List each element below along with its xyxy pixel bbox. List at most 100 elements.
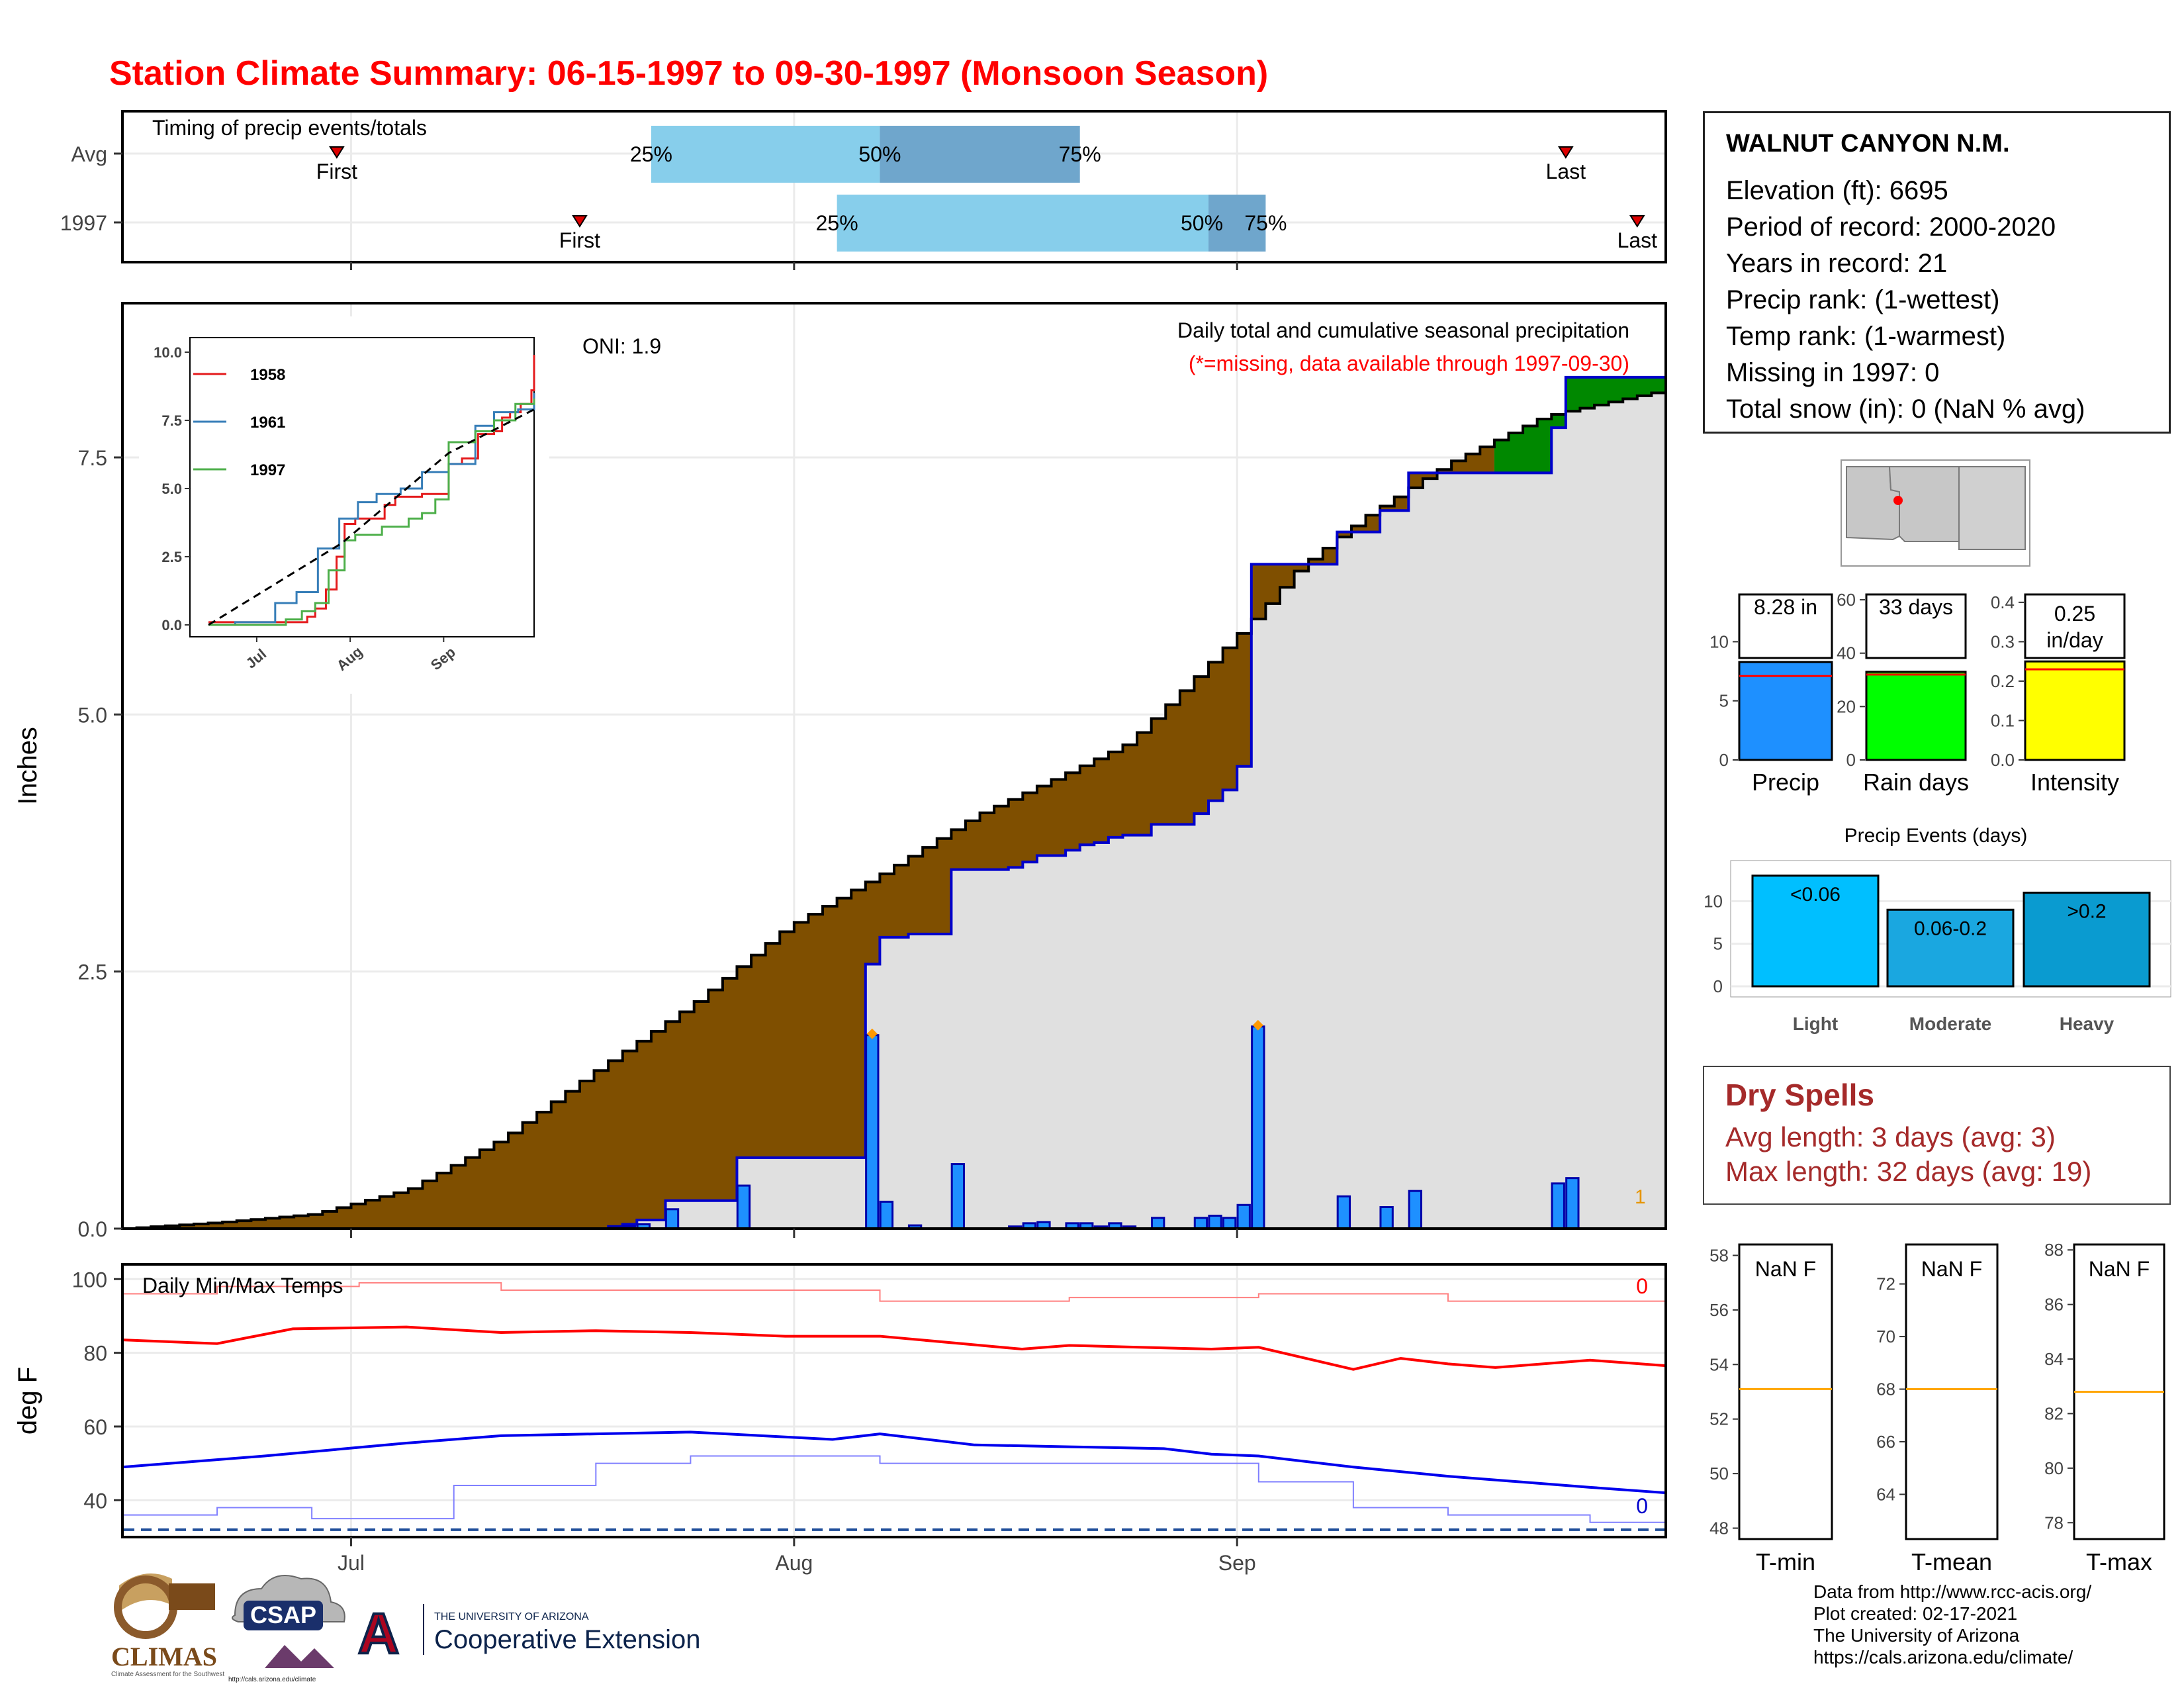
timing-iqr-high (1208, 195, 1266, 252)
inset-ytick-label: 5.0 (161, 481, 182, 497)
timing-last-marker (1629, 215, 1645, 228)
timing-quantile-label: 25% (816, 211, 858, 235)
precip-ytick-label: 5.0 (78, 703, 107, 727)
inset-average-line (208, 408, 535, 626)
location-map (1841, 459, 2030, 567)
summary-category-label: Intensity (2030, 769, 2119, 796)
daily-precip-bar (1408, 1190, 1423, 1230)
temp-box-ytick-label: 66 (1876, 1432, 1895, 1452)
max-temp-count: 0 (1636, 1274, 1648, 1298)
summary-category-label: Rain days (1863, 769, 1969, 796)
daily-precip-bar (1208, 1215, 1222, 1230)
events-bar-label: 0.06-0.2 (1914, 917, 1987, 939)
missing-data-note: (*=missing, data available through 1997-… (1189, 352, 1629, 375)
summary-ytick-label: 0.1 (1991, 710, 2015, 730)
timing-row-label-avg: Avg (71, 142, 107, 166)
max-precip-marker (866, 1028, 878, 1039)
daily-precip-bar (1551, 1182, 1565, 1230)
daily-precip-bar (1251, 1025, 1265, 1230)
temp-box-ytick-label: 80 (2044, 1458, 2064, 1478)
summary-ytick-label: 0 (1846, 750, 1856, 770)
corner-count: 1 (1635, 1186, 1646, 1208)
precip-panel: 0.0 2.5 5.0 7.5 Inches Daily total and cumu… (13, 302, 1667, 1241)
station-info-panel: WALNUT CANYON N.M. Elevation (ft): 6695 … (1703, 111, 2171, 434)
timing-last-label: Last (1546, 160, 1586, 183)
precip-caption: Daily total and cumulative seasonal prec… (1177, 318, 1629, 342)
temp-ytick-label: 80 (83, 1342, 107, 1366)
inset-frame (189, 337, 535, 637)
events-bar (1886, 908, 2015, 988)
csap-url: http://cals.arizona.edu/climate (228, 1676, 316, 1683)
credits-footer: Data from http://www.rcc-acis.org/ Plot … (1813, 1581, 2091, 1668)
summary-ytick-label: 5 (1719, 691, 1729, 711)
daily-precip-bar (1379, 1206, 1394, 1230)
summary-ytick-label: 20 (1837, 696, 1856, 716)
temp-box-ytick-label: 78 (2044, 1513, 2064, 1532)
inset-legend-label: 1961 (250, 414, 285, 432)
temp-box-ytick-label: 68 (1876, 1380, 1895, 1399)
inset-ytick-label: 7.5 (161, 412, 182, 429)
timing-iqr-low (651, 126, 880, 183)
summary-ytick-label: 0.2 (1991, 671, 2015, 691)
station-temp-rank: Temp rank: (1-warmest) (1726, 322, 2006, 351)
ua-cooperative-extension: Cooperative Extension (434, 1625, 700, 1654)
timing-first-label: First (316, 160, 357, 183)
events-bar-label: >0.2 (2067, 901, 2106, 923)
station-missing: Missing in 1997: 0 (1726, 358, 1940, 387)
timing-quantile-label: 75% (1244, 211, 1287, 235)
min-temp-count: 0 (1636, 1494, 1648, 1518)
temp-ytick-label: 100 (72, 1268, 107, 1291)
temp-box-ytick-label: 72 (1876, 1274, 1895, 1294)
dry-spells-panel: Dry Spells Avg length: 3 days (avg: 3) M… (1703, 1066, 2171, 1205)
temp-box-value-label: NaN F (2089, 1257, 2150, 1281)
timing-quantile-label: 25% (630, 142, 672, 166)
daily-precip-bar (1236, 1203, 1251, 1230)
min-temp-line (122, 1430, 1666, 1495)
ua-small-text: THE UNIVERSITY OF ARIZONA (434, 1611, 589, 1622)
temp-box-category-label: T-min (1756, 1548, 1815, 1575)
credit-plot-date: Plot created: 02-17-2021 (1813, 1603, 2018, 1624)
climas-logo: CLIMAS Climate Assessment for the Southw… (111, 1573, 224, 1678)
temp-box-value-label: NaN F (1755, 1257, 1816, 1281)
temp-box-ytick-label: 48 (1709, 1519, 1729, 1538)
inset-legend-label: 1958 (250, 366, 285, 384)
timing-iqr-high (880, 126, 1080, 183)
record-min-temp-line (122, 1455, 1666, 1530)
credit-url: https://cals.arizona.edu/climate/ (1813, 1647, 2073, 1667)
page-title: Station Climate Summary: 06-15-1997 to 0… (109, 54, 1268, 93)
ua-logo: A THE UNIVERSITY OF ARIZONA Cooperative … (357, 1601, 701, 1667)
timing-first-marker (329, 146, 345, 159)
station-elevation: Elevation (ft): 6695 (1726, 176, 1948, 205)
events-category-label: Moderate (1909, 1013, 1991, 1034)
temp-ylabel: deg F (13, 1367, 42, 1434)
summary-ytick-label: 0.3 (1991, 632, 2015, 651)
inset-ytick-label: 10.0 (154, 344, 182, 361)
timing-first-label: First (559, 228, 600, 252)
region-state-shape (1958, 466, 2026, 550)
climas-wordmark: CLIMAS (111, 1642, 217, 1671)
temp-box-category-label: T-max (2086, 1548, 2152, 1575)
inset-legend-label: 1997 (250, 461, 285, 479)
summary-value-label: 0.25 (2054, 602, 2095, 626)
events-bar-label: <0.06 (1790, 884, 1841, 906)
inset-ytick-label: 0.0 (161, 617, 182, 633)
daily-precip-bar (1565, 1177, 1580, 1230)
precip-deficit-area (122, 440, 1494, 1229)
timing-last-label: Last (1617, 228, 1658, 252)
temp-ytick-label: 60 (83, 1415, 107, 1439)
temp-box-value-label: NaN F (1921, 1257, 1982, 1281)
temp-box-ytick-label: 52 (1709, 1409, 1729, 1429)
oni-label: ONI: 1.9 (582, 334, 661, 358)
summary-category-label: Precip (1752, 769, 1819, 796)
temp-xtick-label: Sep (1218, 1551, 1256, 1575)
climas-subtitle: Climate Assessment for the Southwest (111, 1671, 224, 1678)
temp-xtick-label: Jul (338, 1551, 365, 1575)
inset-series-line (208, 399, 535, 626)
temp-ytick-label: 40 (83, 1489, 107, 1513)
precip-ytick-label: 0.0 (78, 1217, 107, 1241)
csap-logo: CSAP http://cals.arizona.edu/climate (228, 1575, 345, 1683)
summary-bar-2 (2024, 660, 2126, 761)
summary-value-unit: in/day (2046, 628, 2103, 652)
daily-precip-bar (950, 1163, 966, 1230)
inset-ytick-label: 2.5 (161, 549, 182, 565)
